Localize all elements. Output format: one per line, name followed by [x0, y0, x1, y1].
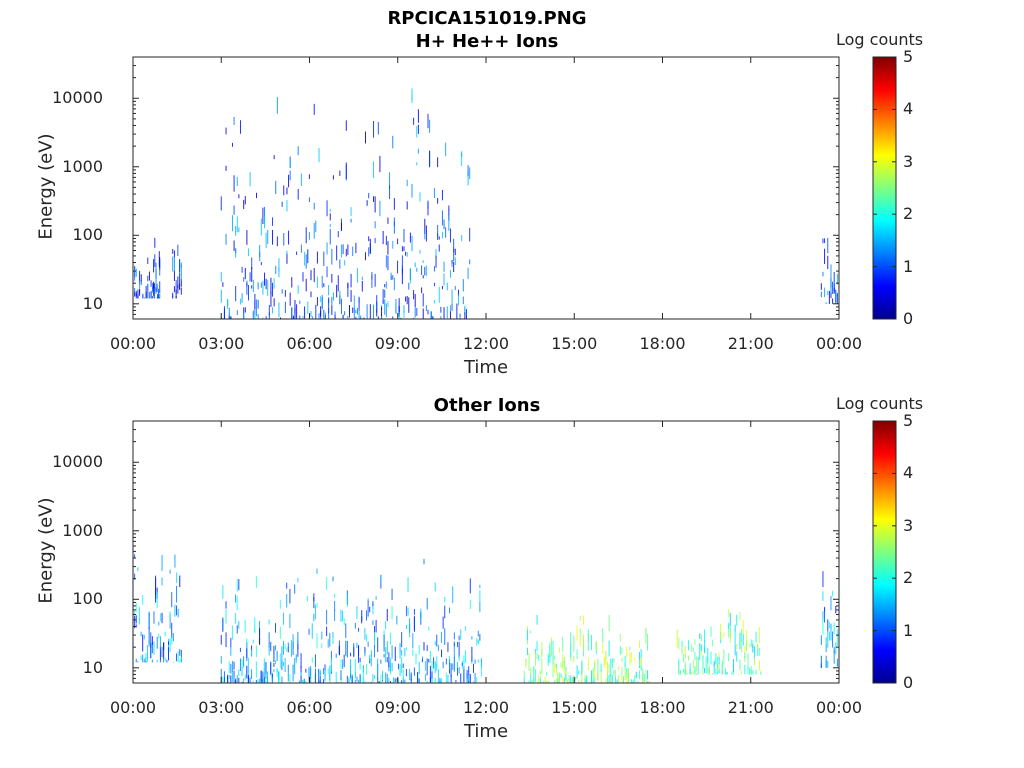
colorbar-tick-label: 5	[903, 411, 914, 430]
x-tick-label: 12:00	[462, 698, 510, 717]
y-tick-label: 10000	[52, 452, 103, 472]
colorbar-tick-label: 4	[903, 463, 914, 483]
colorbar-tick-label: 2	[903, 568, 914, 588]
x-tick-label: 18:00	[639, 334, 686, 353]
y-tick-label: 10000	[52, 88, 103, 108]
plot-area-2	[133, 421, 839, 683]
figure-filename-title: RPCICA151019.PNG	[387, 8, 587, 29]
colorbar-tick-label: 3	[903, 151, 914, 171]
x-tick-label: 03:00	[198, 698, 245, 717]
x-tick-label: 00:00	[109, 698, 157, 717]
x-tick-label: 06:00	[286, 698, 333, 717]
x-tick-label: 15:00	[551, 698, 598, 717]
x-tick-label: 03:00	[198, 334, 245, 353]
x-tick-label: 00:00	[109, 334, 157, 353]
x-tick-label: 12:00	[462, 334, 510, 353]
x-tick-label: 18:00	[639, 698, 686, 717]
colorbar-tick-label: 0	[903, 673, 914, 692]
x-tick-label: 09:00	[374, 334, 421, 353]
y-axis-label: Energy (eV)	[35, 497, 57, 604]
x-tick-label: 00:00	[815, 334, 863, 353]
spectrogram-data-1	[132, 88, 838, 319]
y-tick-label: 10	[82, 657, 103, 677]
panel-2-title: Other Ions	[433, 395, 541, 416]
panel-1-title: H+ He++ Ions	[415, 31, 559, 52]
colorbar-tick-label: 2	[903, 204, 914, 224]
colorbar-tick-label: 3	[903, 515, 914, 535]
x-tick-label: 06:00	[286, 334, 333, 353]
y-tick-label: 1000	[62, 156, 103, 176]
plot-area-1	[133, 57, 839, 319]
colorbar-tick-label: 5	[903, 47, 914, 66]
spectrogram-data-2	[132, 554, 838, 683]
colorbar-label: Log counts	[836, 394, 924, 413]
colorbar-tick-label: 0	[903, 309, 914, 328]
colorbar-label: Log counts	[836, 30, 924, 49]
x-tick-label: 09:00	[374, 698, 421, 717]
x-tick-label: 21:00	[727, 334, 774, 353]
colorbar-tick-label: 1	[903, 256, 914, 276]
y-tick-label: 100	[72, 225, 103, 245]
x-tick-label: 15:00	[551, 334, 598, 353]
y-tick-label: 100	[72, 589, 103, 609]
y-tick-label: 1000	[62, 520, 103, 540]
y-axis-label: Energy (eV)	[35, 133, 57, 240]
colorbar-tick-label: 1	[903, 620, 914, 640]
colorbar-2	[872, 420, 897, 684]
x-axis-label: Time	[463, 357, 509, 378]
x-axis-label: Time	[463, 721, 509, 742]
x-tick-label: 21:00	[727, 698, 774, 717]
x-tick-label: 00:00	[815, 698, 863, 717]
colorbar-tick-label: 4	[903, 99, 914, 119]
colorbar-1	[872, 56, 897, 320]
y-tick-label: 10	[82, 293, 103, 313]
